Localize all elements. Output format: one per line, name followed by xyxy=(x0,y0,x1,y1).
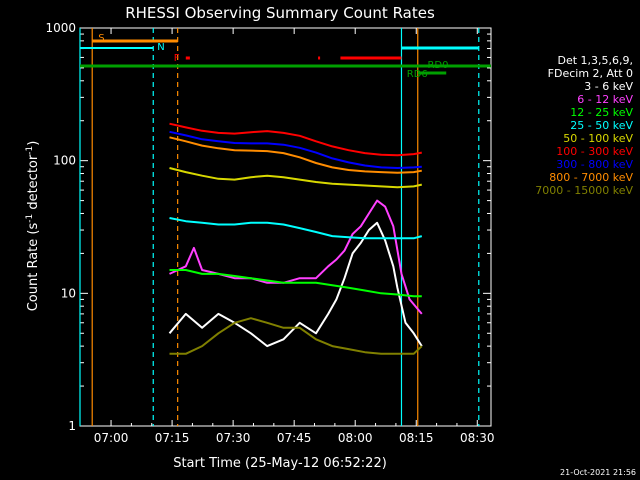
x-tick-label: 07:00 xyxy=(94,431,129,445)
flag-n-label: N xyxy=(157,42,164,53)
legend: Det 1,3,5,6,9, FDecim 2, Att 0 3 - 6 keV… xyxy=(535,54,633,197)
series-line xyxy=(169,167,423,189)
series-line xyxy=(169,136,422,174)
y-axis-label-mid: detector xyxy=(26,154,41,214)
series-lines xyxy=(168,122,423,355)
series-line xyxy=(169,317,423,355)
flag-f-label: F xyxy=(174,53,180,64)
y-tick-label: 1000 xyxy=(45,21,76,35)
y-axis-label-sup1: -1 xyxy=(25,214,35,223)
legend-entry: 3 - 6 keV xyxy=(584,80,633,93)
series-line xyxy=(169,269,422,298)
y-tick-label: 10 xyxy=(61,286,76,300)
flag-rd6-label: RD6 xyxy=(407,69,428,80)
legend-entry: 50 - 100 keV xyxy=(563,132,633,145)
y-axis-label-end: ) xyxy=(26,141,41,146)
legend-entry: 100 - 300 keV xyxy=(556,145,633,158)
x-tick-label: 07:15 xyxy=(155,431,190,445)
flag-s-label: S xyxy=(98,33,104,44)
y-tick-label: 1 xyxy=(68,419,76,433)
y-axis-ticks: 1 10 100 1000 xyxy=(45,21,491,433)
x-tick-label: 08:15 xyxy=(399,431,434,445)
series-line xyxy=(169,217,423,240)
y-tick-label: 100 xyxy=(53,154,76,168)
footer-timestamp: 21-Oct-2021 21:56 xyxy=(560,468,636,477)
series-line xyxy=(169,130,422,169)
series-line xyxy=(169,199,423,315)
x-axis-ticks: 07:00 07:15 07:30 07:45 08:00 08:15 08:30 xyxy=(94,28,495,445)
flag-rd0-label: RD0 xyxy=(427,60,448,71)
series-line xyxy=(169,122,422,157)
legend-entry: 800 - 7000 keV xyxy=(549,171,633,184)
plot-area: 07:00 07:15 07:30 07:45 08:00 08:15 08:30 1101… xyxy=(45,21,494,445)
legend-entry: 300 - 800 keV xyxy=(556,158,633,171)
x-tick-label: 08:30 xyxy=(460,431,495,445)
series-line xyxy=(168,221,423,348)
y-axis-label-sup2: -1 xyxy=(25,146,35,155)
legend-entry: 6 - 12 keV xyxy=(577,93,633,106)
y-axis-label: Count Rate (s-1 detector-1) xyxy=(25,141,41,312)
legend-entry: 12 - 25 keV xyxy=(570,106,633,119)
legend-entry: 7000 - 15000 keV xyxy=(535,184,633,197)
legend-header-1: Det 1,3,5,6,9, xyxy=(557,54,633,67)
x-tick-label: 07:45 xyxy=(277,431,312,445)
y-axis-label-main: Count Rate (s xyxy=(26,223,41,312)
x-tick-label: 08:00 xyxy=(338,431,373,445)
chart-title: RHESSI Observing Summary Count Rates xyxy=(125,4,435,22)
x-tick-label: 07:30 xyxy=(216,431,251,445)
legend-entry: 25 - 50 keV xyxy=(570,119,633,132)
legend-header-2: FDecim 2, Att 0 xyxy=(548,67,633,80)
x-axis-label: Start Time (25-May-12 06:52:22) xyxy=(173,456,387,471)
